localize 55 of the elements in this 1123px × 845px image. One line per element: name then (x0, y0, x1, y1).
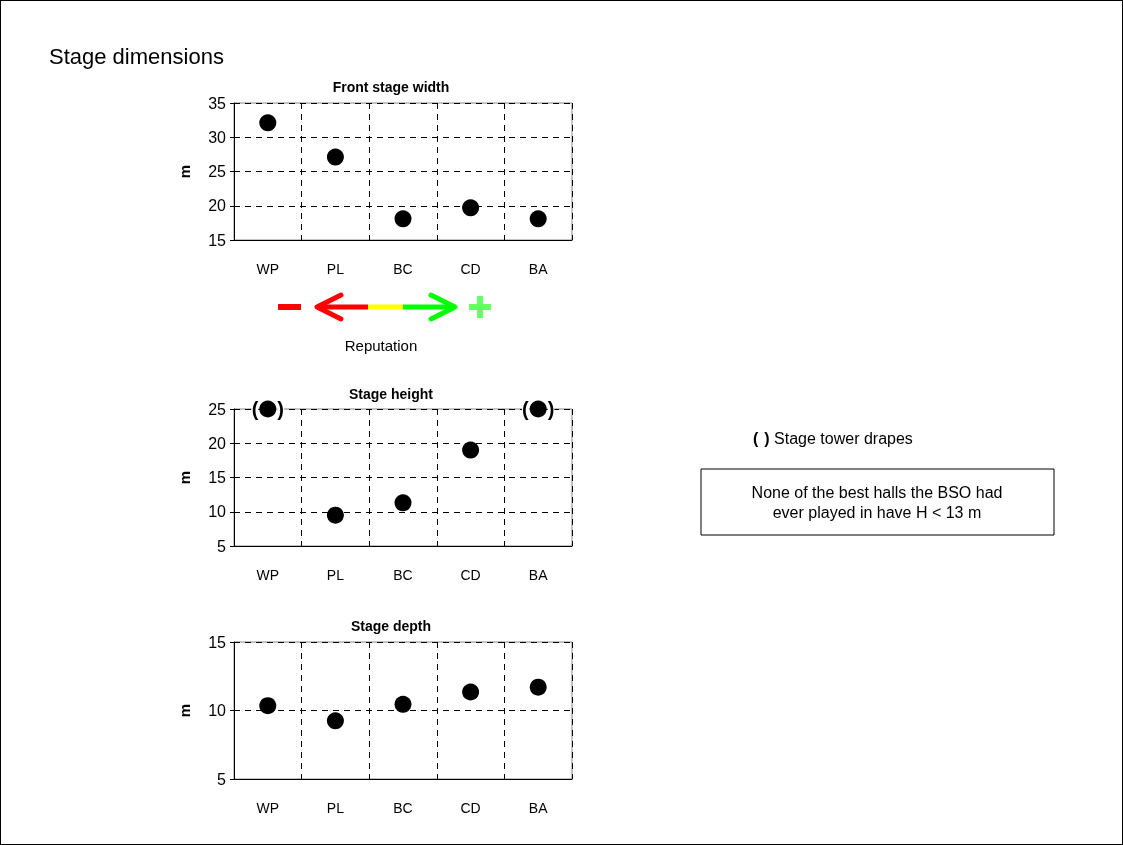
x-tick-label: WP (256, 261, 280, 277)
y-tick-label: 20 (208, 434, 227, 452)
y-tick-label: 25 (208, 400, 227, 418)
point (462, 441, 480, 459)
annotation: ( ) (251, 398, 284, 420)
y-axis-title: m (176, 164, 193, 179)
x-tick-label: BC (393, 567, 413, 583)
x-tick-label: CD (460, 261, 481, 277)
point (326, 148, 344, 166)
y-tick-label: 15 (208, 469, 227, 486)
y-tick-label: 15 (208, 633, 227, 651)
annotation: ( ) (522, 398, 555, 420)
y-tick-label: 25 (208, 163, 227, 180)
x-tick-label: CD (460, 567, 481, 583)
text: Reputation (344, 336, 418, 354)
y-tick-label: 10 (208, 503, 227, 521)
x-tick-label: PL (326, 261, 345, 277)
x-tick-label: WP (256, 567, 280, 583)
x-tick-label: PL (326, 567, 345, 583)
y-tick-label: 15 (208, 231, 227, 249)
y-tick-label: 5 (217, 770, 227, 788)
point (394, 210, 412, 228)
y-tick-label: 35 (208, 94, 227, 112)
point (462, 683, 480, 701)
x-tick-label: CD (460, 800, 481, 816)
y-tick-label: 30 (208, 128, 227, 146)
x-tick-label: WP (256, 800, 280, 816)
point (394, 695, 412, 713)
point (259, 697, 277, 715)
x-tick-label: BA (528, 261, 549, 277)
point (394, 494, 412, 512)
y-tick-label: 10 (208, 702, 227, 719)
point (462, 199, 480, 217)
y-axis-title: m (176, 703, 193, 718)
point (259, 400, 277, 418)
x-tick-label: BA (528, 800, 549, 816)
x-tick-label: PL (326, 800, 345, 816)
text: None of the best halls the BSO had ever played in have H < 13 m (751, 483, 1003, 521)
point (529, 400, 547, 418)
text: Stage dimensions (49, 43, 224, 69)
point (529, 210, 547, 228)
y-axis-title: m (176, 470, 193, 485)
x-tick-label: BC (393, 261, 413, 277)
point (259, 114, 277, 132)
point (326, 712, 344, 730)
chart-title: Stage height (348, 386, 434, 402)
point (326, 506, 344, 524)
y-tick-label: 20 (208, 197, 227, 215)
x-tick-label: BA (528, 567, 549, 583)
y-tick-label: 5 (217, 537, 227, 555)
chart-title: Front stage width (332, 79, 450, 95)
chart-title: Stage depth (350, 618, 432, 634)
text: ( ) Stage tower drapes (753, 429, 913, 447)
x-tick-label: BC (393, 800, 413, 816)
point (529, 678, 547, 696)
